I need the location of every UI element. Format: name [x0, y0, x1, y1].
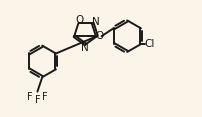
Text: N: N [92, 17, 100, 27]
Text: Cl: Cl [144, 39, 155, 49]
Text: F: F [35, 95, 40, 105]
Text: F: F [42, 92, 47, 102]
Text: N: N [81, 43, 88, 53]
Text: O: O [95, 31, 103, 41]
Text: O: O [75, 15, 84, 25]
Text: F: F [27, 92, 33, 102]
